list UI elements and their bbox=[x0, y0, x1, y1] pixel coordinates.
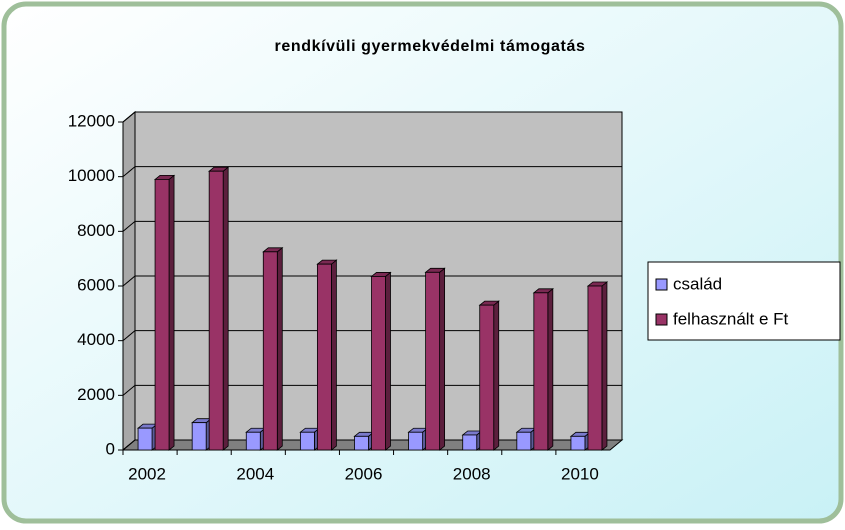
grid-line bbox=[122, 330, 622, 342]
x-tick-label: 2002 bbox=[128, 464, 166, 483]
bar bbox=[137, 427, 153, 451]
bar-side bbox=[493, 300, 500, 451]
grid-line bbox=[122, 111, 622, 123]
y-tick-label: 4000 bbox=[77, 330, 115, 349]
legend-swatch bbox=[655, 313, 668, 326]
legend-label: felhasznált e Ft bbox=[673, 309, 789, 328]
y-tick-label: 8000 bbox=[77, 221, 115, 240]
bar bbox=[354, 435, 369, 451]
bar bbox=[587, 285, 603, 451]
bar-side bbox=[601, 281, 608, 451]
legend bbox=[647, 261, 841, 341]
bar-side bbox=[385, 271, 391, 451]
chart-title: rendkívüli gyermekvédelmi támogatás bbox=[275, 38, 586, 55]
bar-side bbox=[276, 247, 283, 451]
x-tick-label: 2010 bbox=[561, 464, 599, 483]
bar-side bbox=[439, 267, 446, 451]
bar-side bbox=[168, 174, 175, 451]
grid-line bbox=[122, 384, 622, 396]
bar bbox=[191, 422, 207, 451]
y-tick-label: 2000 bbox=[77, 385, 115, 404]
x-tick-label: 2006 bbox=[345, 464, 383, 483]
grid-line bbox=[122, 166, 622, 178]
y-tick-label: 12000 bbox=[68, 111, 115, 130]
bar-side bbox=[222, 166, 229, 451]
y-tick-label: 6000 bbox=[77, 275, 115, 294]
bar bbox=[299, 431, 315, 451]
bar bbox=[408, 431, 424, 451]
bar bbox=[479, 304, 495, 451]
bar-side bbox=[330, 259, 337, 451]
grid-line bbox=[122, 220, 622, 232]
grid-line bbox=[122, 275, 622, 287]
bar bbox=[425, 271, 441, 451]
grid-line bbox=[122, 439, 622, 451]
bar bbox=[245, 431, 261, 451]
bar bbox=[208, 170, 224, 451]
bar bbox=[262, 251, 278, 451]
bar bbox=[533, 292, 549, 451]
bar bbox=[516, 431, 532, 451]
y-tick-label: 10000 bbox=[68, 166, 115, 185]
bar bbox=[371, 276, 386, 451]
bar bbox=[316, 263, 332, 451]
legend-swatch bbox=[655, 278, 668, 291]
bar bbox=[462, 434, 478, 451]
legend-label: család bbox=[673, 274, 722, 293]
bar bbox=[154, 178, 170, 451]
bar bbox=[570, 435, 586, 451]
bar-side bbox=[547, 288, 554, 451]
y-tick-label: 0 bbox=[106, 439, 115, 458]
x-tick-label: 2004 bbox=[236, 464, 274, 483]
x-tick-label: 2008 bbox=[453, 464, 491, 483]
